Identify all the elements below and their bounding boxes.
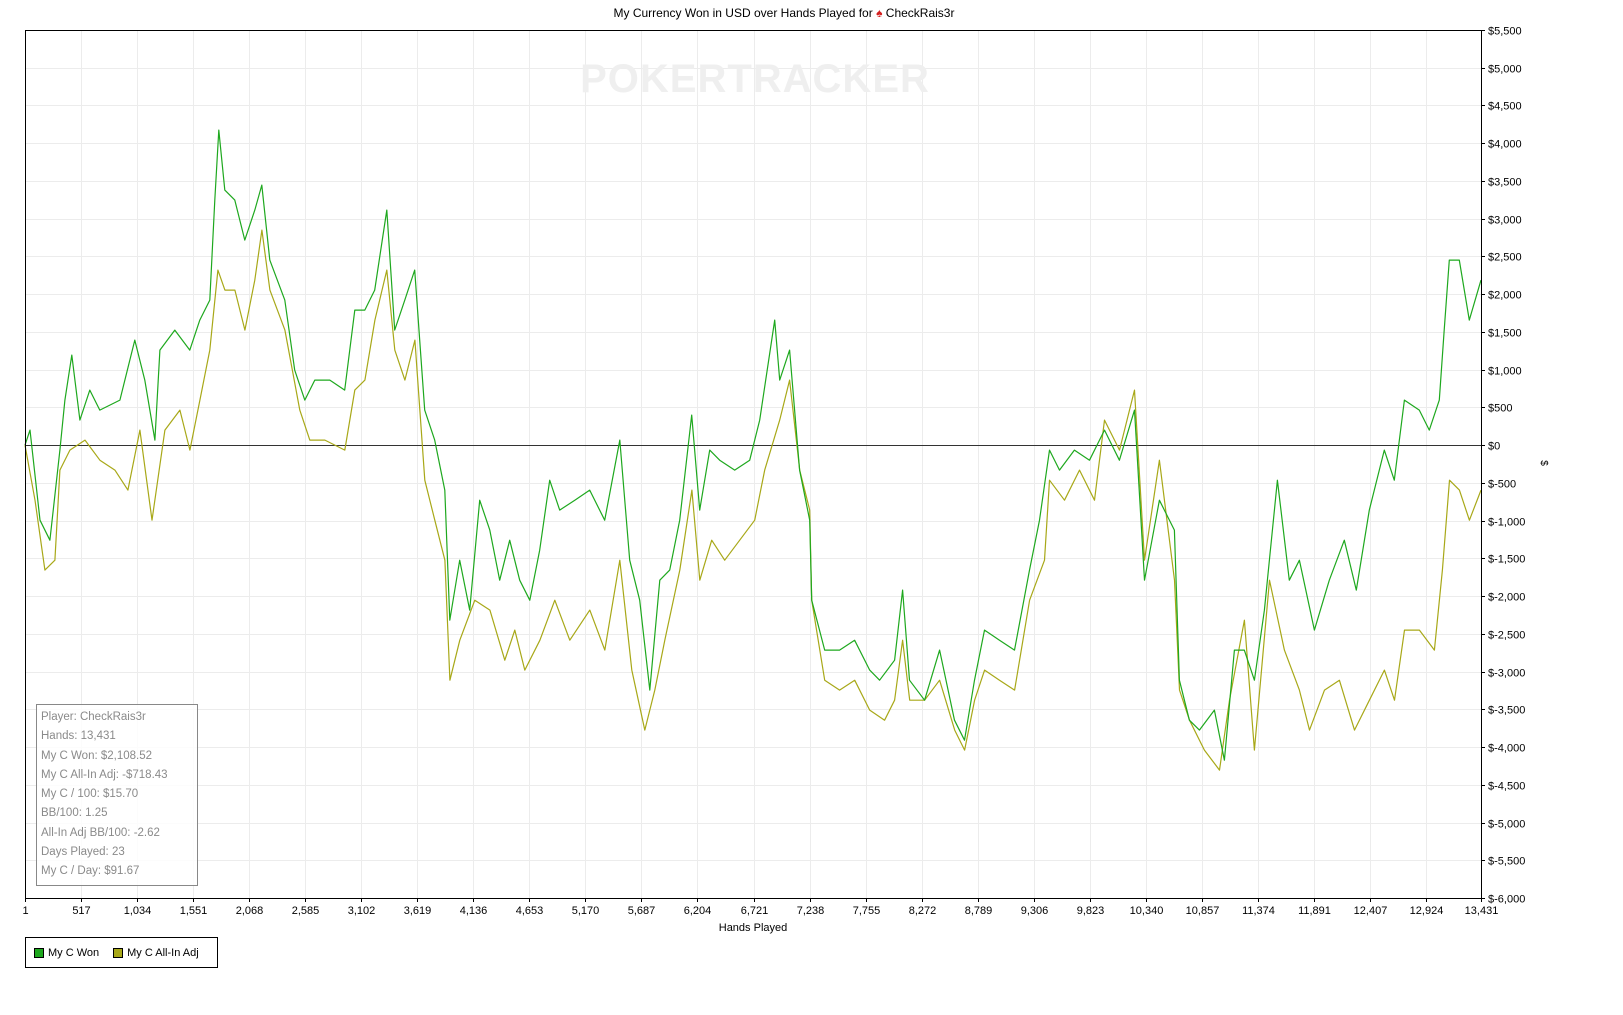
stat-days: Days Played: 23	[41, 846, 125, 859]
chart-title: My Currency Won in USD over Hands Played…	[0, 6, 1568, 20]
stats-box: Player: CheckRais3r Hands: 13,431 My C W…	[36, 704, 198, 886]
x-tick-label: 5,170	[572, 905, 600, 917]
x-tick-label: 12,924	[1410, 905, 1444, 917]
x-tick-label: 2,068	[236, 905, 264, 917]
x-tick-label: 4,136	[460, 905, 488, 917]
y-tick-label: $-3,000	[1488, 668, 1525, 680]
y-tick-label: $1,000	[1488, 366, 1522, 378]
y-tick-label: $-500	[1488, 479, 1516, 491]
x-tick-label: 11,891	[1298, 905, 1331, 917]
y-tick-label: $1,500	[1488, 328, 1522, 340]
x-tick-label: 11,374	[1242, 905, 1275, 917]
y-tick-label: $-5,500	[1488, 856, 1525, 868]
legend: My C Won My C All-In Adj	[25, 937, 218, 968]
x-tick-label: 1,551	[180, 905, 208, 917]
x-tick-label: 6,204	[684, 905, 712, 917]
legend-item-allin-adj[interactable]: My C All-In Adj	[113, 947, 199, 959]
stat-hands: Hands: 13,431	[41, 730, 116, 743]
x-tick-label: 7,755	[853, 905, 881, 917]
y-tick-label: $5,000	[1488, 64, 1522, 76]
series-group	[24, 129, 1482, 771]
watermark: POKERTRACKER	[580, 57, 930, 101]
y-tick-label: $4,500	[1488, 101, 1522, 113]
y-tick-label: $-1,000	[1488, 517, 1525, 529]
y-tick-label: $2,500	[1488, 252, 1522, 264]
x-tick-label: 10,340	[1130, 905, 1164, 917]
stat-won: My C Won: $2,108.52	[41, 749, 153, 762]
y-tick-label: $2,000	[1488, 290, 1522, 302]
series-line-my-c-all-in-adj	[24, 229, 1482, 771]
y-axis: $5,500 $5,000 $4,500 $4,000 $3,500 $3,000 $2,5…	[1481, 26, 1525, 906]
y-tick-label: $-2,000	[1488, 592, 1525, 604]
y-tick-label: $3,500	[1488, 177, 1522, 189]
legend-swatch	[113, 947, 124, 958]
x-tick-label: 1	[22, 905, 28, 917]
x-tick-label: 9,823	[1077, 905, 1105, 917]
x-tick-label: 6,721	[741, 905, 769, 917]
stat-allin-adj: My C All-In Adj: -$718.43	[41, 768, 168, 781]
y-tick-label: $-4,000	[1488, 743, 1525, 755]
series-line-my-c-won	[24, 129, 1482, 761]
x-tick-label: 3,619	[404, 905, 432, 917]
y-tick-label: $-5,000	[1488, 819, 1525, 831]
stat-allin-bb-100: All-In Adj BB/100: -2.62	[41, 826, 160, 839]
y-axis-label: $	[1538, 460, 1549, 466]
legend-swatch	[34, 947, 44, 958]
y-tick-label: $-3,500	[1488, 705, 1525, 717]
x-tick-label: 12,407	[1354, 905, 1388, 917]
y-tick-label: $-6,000	[1488, 894, 1525, 906]
spade-icon: ♠	[876, 6, 883, 20]
x-tick-label: 1,034	[124, 905, 152, 917]
legend-label: My C Won	[48, 946, 100, 959]
x-tick-label: 7,238	[797, 905, 825, 917]
y-tick-label: $4,000	[1488, 139, 1522, 151]
y-tick-label: $0	[1488, 441, 1500, 453]
y-tick-label: $3,000	[1488, 215, 1522, 227]
stat-per-day: My C / Day: $91.67	[41, 865, 140, 878]
x-tick-label: 10,857	[1186, 905, 1220, 917]
stat-player: Player: CheckRais3r	[41, 711, 146, 723]
x-tick-label: 9,306	[1021, 905, 1049, 917]
y-tick-label: $-1,500	[1488, 554, 1525, 566]
x-axis: 1 517 1,034 1,551 2,068 2,585 3,102 3,619 4,136 4…	[22, 898, 1498, 917]
title-player: CheckRais3r	[885, 6, 955, 20]
x-tick-label: 517	[72, 905, 90, 917]
x-tick-label: 8,789	[965, 905, 993, 917]
x-tick-label: 2,585	[292, 905, 320, 917]
legend-item-won[interactable]: My C Won	[34, 947, 99, 959]
y-tick-label: $-2,500	[1488, 630, 1525, 642]
x-tick-label: 3,102	[348, 905, 376, 917]
stat-per-100: My C / 100: $15.70	[41, 788, 139, 801]
title-prefix: My Currency Won in USD over Hands Played…	[613, 6, 873, 20]
legend-label: My C All-In Adj	[127, 946, 199, 959]
y-tick-label: $500	[1488, 403, 1512, 415]
grid	[25, 30, 1482, 899]
y-tick-label: $-4,500	[1488, 781, 1525, 793]
x-tick-label: 4,653	[516, 905, 544, 917]
x-tick-label: 8,272	[909, 905, 937, 917]
x-tick-label: 5,687	[628, 905, 656, 917]
x-axis-label: Hands Played	[719, 922, 788, 934]
x-tick-label: 13,431	[1465, 905, 1499, 917]
y-tick-label: $5,500	[1488, 26, 1522, 38]
plot-frame	[25, 30, 1482, 899]
stat-bb-100: BB/100: 1.25	[41, 807, 108, 820]
